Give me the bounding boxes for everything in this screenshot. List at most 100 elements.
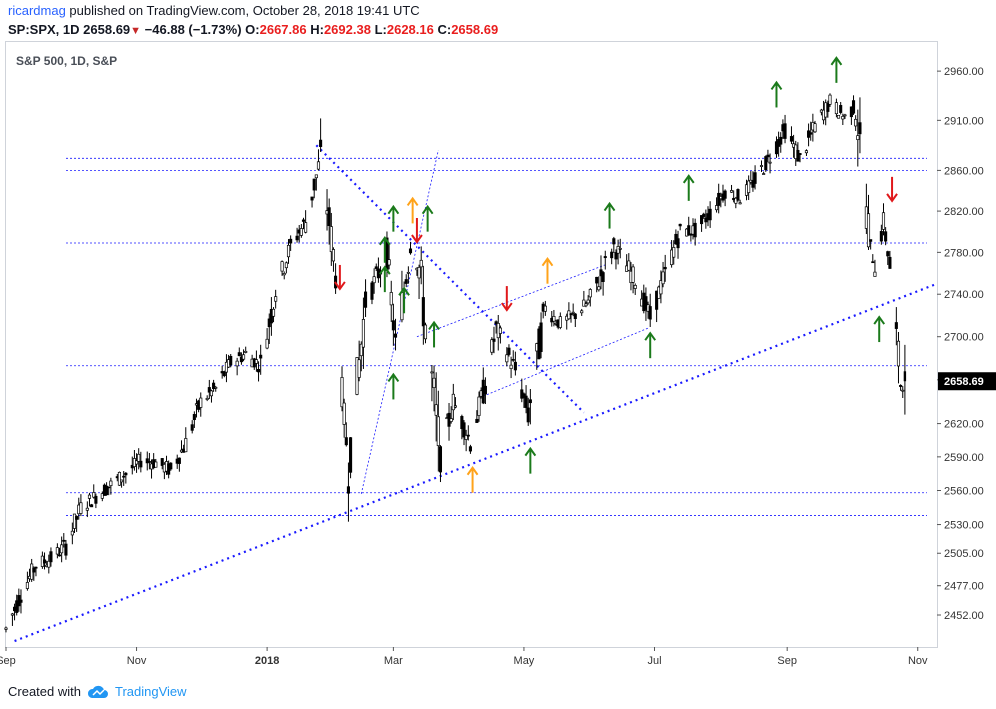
candle-body (813, 123, 817, 133)
candle-body (851, 100, 856, 114)
up-arrow-icon (466, 466, 479, 493)
x-tick-label: 2018 (255, 655, 279, 667)
open-value: 2667.86 (259, 22, 307, 37)
candle-body (655, 290, 659, 310)
candle-body (768, 161, 772, 164)
candle-body (736, 189, 740, 201)
author-link[interactable]: ricardmag (8, 3, 66, 18)
candle-body (212, 382, 216, 389)
candle-body (72, 513, 77, 529)
up-arrow-icon (873, 315, 886, 343)
candle-body (610, 251, 614, 259)
candle-body (120, 479, 124, 483)
candle-body (280, 261, 284, 272)
candle-body (312, 178, 316, 191)
candle-body (477, 396, 481, 416)
arrow-head (428, 320, 440, 331)
candle-body (475, 418, 479, 423)
x-tick-label: Sep (777, 655, 797, 667)
arrow-head (406, 196, 419, 206)
candle-body (327, 207, 331, 227)
up-arrow-icon (379, 265, 391, 293)
candle-body (700, 215, 704, 225)
candle-body (571, 311, 575, 314)
candle-body (289, 238, 293, 244)
candle-body (310, 196, 314, 201)
candle-body (582, 299, 586, 307)
candle-body (558, 316, 562, 328)
high-value: 2692.38 (323, 22, 371, 37)
symbol-label: SP:SPX, 1D (8, 22, 80, 37)
candle-body (364, 291, 368, 308)
candle-body (888, 256, 892, 269)
candle-body (663, 266, 667, 270)
candle-body (901, 389, 905, 392)
candle-body (160, 458, 164, 466)
y-tick-label: 2560.00 (944, 486, 984, 498)
candle-body (265, 338, 269, 349)
close-value: 2658.69 (451, 22, 499, 37)
candle-body (490, 339, 494, 353)
y-tick-label: 2700.00 (944, 332, 984, 344)
candle-body (644, 296, 648, 310)
arrow-head (830, 56, 843, 66)
up-arrow-icon (644, 331, 657, 359)
candle-body (400, 292, 404, 321)
candle-body (854, 118, 858, 127)
candle-body (678, 223, 682, 227)
candle-body (798, 153, 802, 155)
trendline (360, 150, 439, 494)
candle-body (866, 213, 871, 248)
arrow-head (379, 265, 391, 275)
candle-body (49, 551, 53, 563)
candle-body (586, 299, 590, 304)
candle-body (434, 404, 438, 416)
candle-body (618, 248, 622, 250)
candle-body (584, 303, 588, 307)
candle-body (543, 305, 547, 312)
candle-body (826, 103, 830, 112)
candle-body (314, 174, 318, 179)
candle-body (90, 504, 94, 508)
candle-body (595, 276, 599, 284)
x-tick-label: Nov (908, 655, 928, 667)
down-triangle-icon: ▼ (130, 25, 142, 37)
up-arrow-icon (603, 201, 616, 229)
candle-body (539, 322, 543, 352)
high-label: H: (310, 22, 324, 37)
published-text: published on TradingView.com, October 28… (65, 3, 420, 18)
arrow-head (886, 193, 898, 203)
candle-body (702, 213, 706, 217)
up-arrow-icon (387, 204, 400, 232)
candle-body (207, 387, 211, 393)
candle-body (528, 399, 532, 404)
y-tick-label: 2860.00 (944, 165, 984, 177)
arrow-head (387, 204, 400, 215)
candle-body (483, 385, 487, 395)
candle-body (552, 316, 556, 322)
candle-body (177, 457, 181, 464)
candle-body (209, 390, 214, 397)
arrow-head (387, 372, 400, 383)
candle-body (612, 238, 616, 245)
candle-body (715, 205, 719, 211)
candle-body (659, 280, 663, 295)
candle-body (299, 228, 303, 236)
up-arrow-icon (421, 204, 434, 232)
y-tick-label: 2740.00 (944, 289, 984, 301)
candle-body (242, 354, 246, 360)
arrow-head (466, 466, 479, 476)
candle-body (522, 393, 526, 398)
candle-body (301, 219, 306, 222)
candle-body (316, 161, 321, 170)
candle-body (359, 343, 363, 357)
candle-body (672, 247, 676, 258)
x-tick-label: Mar (384, 655, 403, 667)
candle-body (190, 424, 194, 431)
candle-body (254, 359, 258, 364)
arrow-head (524, 446, 537, 457)
change-value: −46.88 (−1.73%) (144, 22, 242, 37)
candle-body (894, 322, 898, 329)
tradingview-logo[interactable]: TradingView (87, 684, 187, 699)
